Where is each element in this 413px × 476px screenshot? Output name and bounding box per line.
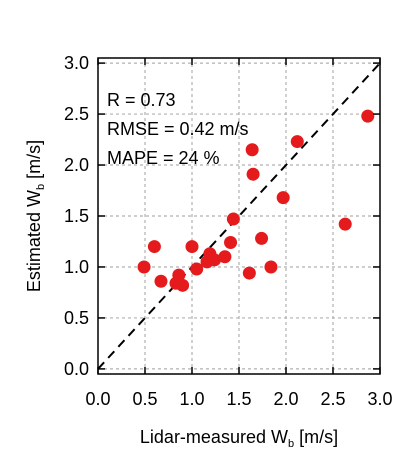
x-tick-label: 1.5 <box>226 389 251 409</box>
x-tick-label: 1.0 <box>179 389 204 409</box>
data-point <box>361 109 375 123</box>
x-tick-label: 2.5 <box>320 389 345 409</box>
data-point <box>290 135 304 149</box>
data-point <box>255 231 269 245</box>
x-tick-label: 3.0 <box>367 389 392 409</box>
axis-ticks <box>97 58 381 374</box>
data-point <box>245 143 259 157</box>
one-to-one-reference-line <box>97 62 381 370</box>
y-tick-label: 2.5 <box>64 104 89 124</box>
data-point <box>147 240 161 254</box>
annotation-mape: MAPE = 24 % <box>107 148 220 168</box>
x-tick-label: 0.0 <box>85 389 110 409</box>
data-point <box>176 278 190 292</box>
data-point <box>338 217 352 231</box>
y-tick-label: 1.0 <box>64 257 89 277</box>
y-axis-tick-labels: 0.0 0.5 1.0 1.5 2.0 2.5 3.0 <box>64 53 89 379</box>
x-tick-label: 2.0 <box>273 389 298 409</box>
y-tick-label: 1.5 <box>64 206 89 226</box>
data-point <box>154 274 168 288</box>
y-axis-label: Estimated Wb [m/s] <box>24 140 47 292</box>
data-point <box>224 236 238 250</box>
data-point <box>246 167 260 181</box>
y-tick-label: 3.0 <box>64 53 89 73</box>
annotation-rmse: RMSE = 0.42 m/s <box>107 119 249 139</box>
y-tick-label: 0.5 <box>64 308 89 328</box>
data-point <box>226 212 240 226</box>
data-point <box>264 260 278 274</box>
data-points <box>137 109 375 292</box>
data-point <box>185 240 199 254</box>
y-tick-label: 2.0 <box>64 155 89 175</box>
data-point <box>172 268 186 282</box>
data-point <box>242 266 256 280</box>
data-point <box>276 191 290 205</box>
annotation-r: R = 0.73 <box>107 90 176 110</box>
data-point <box>218 250 232 264</box>
y-tick-label: 0.0 <box>64 359 89 379</box>
x-axis-label: Lidar-measured Wb [m/s] <box>140 427 338 450</box>
data-point <box>190 262 204 276</box>
x-tick-label: 0.5 <box>132 389 157 409</box>
data-point <box>208 253 222 267</box>
x-axis-tick-labels: 0.0 0.5 1.0 1.5 2.0 2.5 3.0 <box>85 389 392 409</box>
data-point <box>137 260 151 274</box>
